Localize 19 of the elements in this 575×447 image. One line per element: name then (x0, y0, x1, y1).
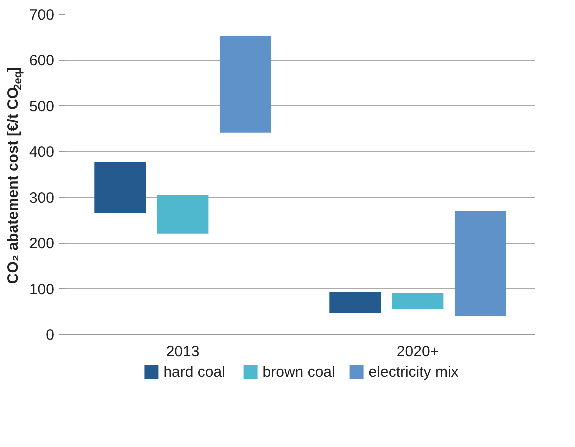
bar (220, 36, 272, 133)
y-tick-label: 500 (29, 98, 55, 116)
legend-label: electricity mix (368, 364, 460, 381)
bar (157, 196, 209, 234)
y-tick-label: 400 (29, 144, 55, 162)
bar (392, 293, 444, 310)
y-tick-label: 0 (46, 327, 54, 344)
x-tick-label: 2013 (166, 344, 200, 360)
y-tick-label: 700 (29, 7, 55, 24)
x-tick-label: 2020+ (396, 344, 440, 360)
y-tick-label: 100 (29, 281, 55, 298)
legend-label: hard coal (164, 364, 226, 381)
bar (330, 292, 382, 314)
y-tick-label: 600 (29, 52, 55, 70)
y-tick-label: 200 (29, 236, 55, 253)
legend-label: brown coal (262, 364, 336, 381)
y-tick-label: 300 (29, 190, 55, 207)
bar (454, 212, 506, 316)
bar (94, 162, 146, 214)
